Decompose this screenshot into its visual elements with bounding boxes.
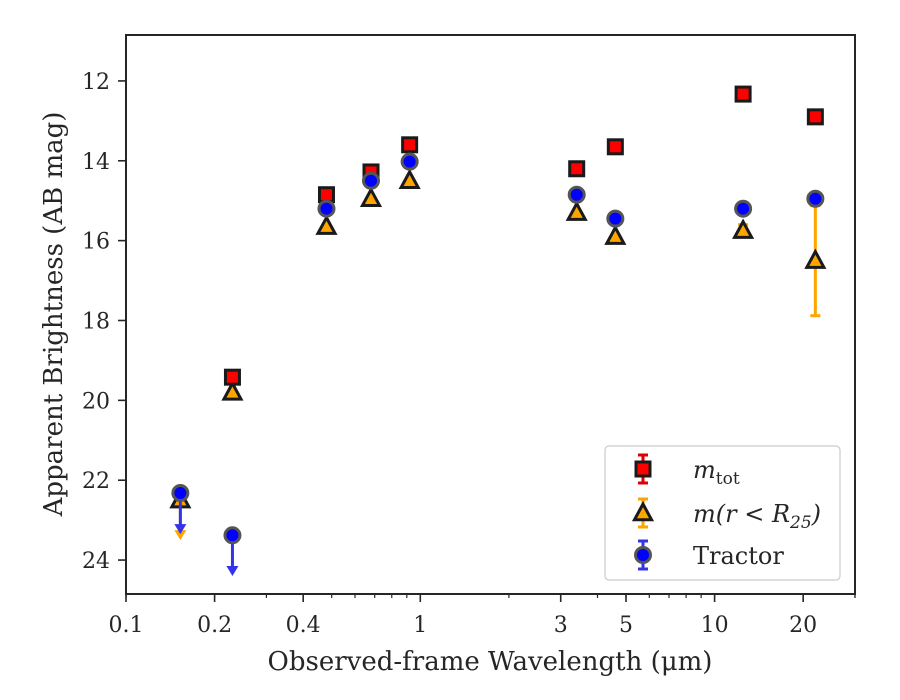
data-point-mtot xyxy=(568,160,586,178)
data-point-mtot xyxy=(806,108,824,126)
x-tick-label: 1 xyxy=(413,613,427,638)
data-point-tractor xyxy=(171,483,190,502)
legend-item-triangle: m(r < R25) xyxy=(631,497,821,533)
y-axis: 12 14 16 18 20 22 24 xyxy=(82,70,126,574)
data-point-tractor xyxy=(734,199,753,218)
y-tick-label: 22 xyxy=(82,469,110,494)
y-tick-label: 24 xyxy=(82,549,110,574)
y-tick-label: 20 xyxy=(82,389,110,414)
data-point-mtot xyxy=(606,138,624,156)
data-point-tractor xyxy=(362,171,381,190)
data-point-mR25 xyxy=(398,168,421,189)
legend-frame xyxy=(604,445,841,581)
data-point-mtot xyxy=(401,136,419,154)
legend-marker-square xyxy=(634,460,652,478)
legend-label: Tractor xyxy=(693,542,784,570)
data-point-tractor xyxy=(806,189,825,208)
data-point-mR25 xyxy=(804,248,827,269)
data-point-tractor xyxy=(400,152,419,171)
x-tick-label: 0.1 xyxy=(109,613,144,638)
data-point-mR25 xyxy=(732,218,755,239)
x-axis-label: Observed-frame Wavelength (μm) xyxy=(268,647,713,677)
data-point-mtot xyxy=(734,85,752,103)
data-point-tractor xyxy=(223,526,242,545)
y-axis-label: Apparent Brightness (AB mag) xyxy=(39,112,69,518)
legend-marker-circle xyxy=(634,546,652,564)
plot-markers xyxy=(169,85,827,577)
data-point-mR25 xyxy=(604,224,627,245)
upper-limit-arrow xyxy=(174,524,187,535)
series-mtot xyxy=(223,85,824,386)
data-point-mR25 xyxy=(565,200,588,221)
y-tick-label: 18 xyxy=(82,309,110,334)
legend-marker-triangle xyxy=(631,500,655,522)
data-point-mR25 xyxy=(315,214,338,235)
x-tick-label: 20 xyxy=(789,613,817,638)
data-point-mtot xyxy=(317,186,335,204)
y-tick-label: 16 xyxy=(82,230,110,255)
x-axis: 0.1 0.2 0.4 1 3 5 10 20 xyxy=(109,594,856,638)
data-point-mR25 xyxy=(359,186,383,207)
x-tick-label: 0.4 xyxy=(286,613,321,638)
data-point-mR25 xyxy=(221,380,244,401)
data-point-tractor xyxy=(317,199,336,218)
y-tick-label: 12 xyxy=(82,70,110,95)
legend-item-circle: Tractor xyxy=(634,539,784,571)
data-point-tractor xyxy=(606,209,625,228)
legend-label: mtot xyxy=(693,456,740,489)
legend-label: m(r < R25) xyxy=(693,500,821,533)
series-tractor xyxy=(171,152,825,577)
data-point-tractor xyxy=(567,185,586,204)
upper-limit-arrow xyxy=(226,566,239,577)
x-tick-label: 3 xyxy=(554,613,568,638)
x-tick-label: 5 xyxy=(619,613,633,638)
data-point-mtot xyxy=(223,368,241,386)
legend-item-square: mtot xyxy=(634,453,740,489)
x-tick-label: 10 xyxy=(701,613,729,638)
plot-frame xyxy=(125,34,856,595)
upper-limit-arrow xyxy=(174,530,187,541)
x-tick-label: 0.2 xyxy=(197,613,232,638)
y-tick-label: 14 xyxy=(82,150,110,175)
legend: mtot m(r < R25) Tractor xyxy=(604,445,841,581)
